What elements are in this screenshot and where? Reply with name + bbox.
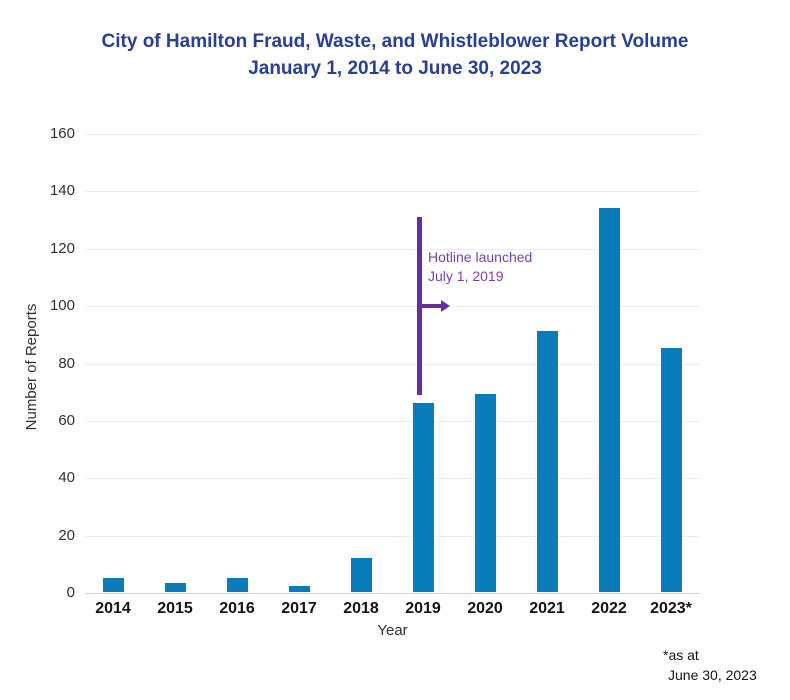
gridline-80 bbox=[85, 363, 700, 365]
x-tick-label-2014: 2014 bbox=[95, 600, 131, 617]
plot-area bbox=[85, 134, 700, 594]
y-tick-label-20: 20 bbox=[58, 526, 75, 544]
bar-2015 bbox=[164, 583, 186, 592]
x-tick-label-2023: 2023* bbox=[650, 600, 692, 617]
x-tick-label-2022: 2022 bbox=[591, 600, 627, 617]
y-tick-label-80: 80 bbox=[58, 354, 75, 372]
y-tick-label-160: 160 bbox=[49, 125, 75, 142]
annotation-text: Hotline launched July 1, 2019 bbox=[428, 248, 532, 286]
y-tick-label-100: 100 bbox=[49, 297, 75, 315]
x-tick-label-2021: 2021 bbox=[529, 600, 565, 617]
bar-2023 bbox=[660, 348, 682, 592]
chart-title: City of Hamilton Fraud, Waste, and Whist… bbox=[0, 28, 790, 82]
x-tick-label-2015: 2015 bbox=[157, 600, 193, 617]
bar-2016 bbox=[226, 577, 248, 592]
y-tick-label-140: 140 bbox=[49, 182, 75, 200]
bar-2018 bbox=[350, 557, 372, 592]
gridline-140 bbox=[85, 191, 700, 193]
bar-2020 bbox=[474, 394, 496, 592]
chart-title-line1: City of Hamilton Fraud, Waste, and Whist… bbox=[101, 31, 689, 52]
x-tick-label-2018: 2018 bbox=[343, 600, 379, 617]
footnote-line1: *as at bbox=[663, 647, 699, 663]
gridline-40 bbox=[85, 478, 700, 480]
bar-2021 bbox=[536, 330, 558, 592]
annotation-text-line2: July 1, 2019 bbox=[428, 268, 504, 285]
x-tick-label-2019: 2019 bbox=[405, 600, 441, 617]
bar-2019 bbox=[412, 402, 434, 592]
gridline-100 bbox=[85, 306, 700, 308]
annotation-text-line1: Hotline launched bbox=[428, 249, 533, 266]
footnote-line2: June 30, 2023 bbox=[668, 667, 757, 683]
x-tick-label-2017: 2017 bbox=[281, 600, 317, 617]
y-tick-label-120: 120 bbox=[49, 239, 75, 257]
chart-title-line2: January 1, 2014 to June 30, 2023 bbox=[248, 58, 542, 79]
x-axis-line bbox=[85, 593, 700, 594]
x-tick-label-2020: 2020 bbox=[467, 600, 503, 617]
x-axis-title: Year bbox=[377, 622, 408, 639]
gridline-120 bbox=[85, 248, 700, 250]
annotation-arrow-shaft bbox=[417, 304, 441, 309]
gridline-160 bbox=[85, 134, 700, 135]
bar-2022 bbox=[598, 207, 620, 592]
x-tick-label-2016: 2016 bbox=[219, 600, 255, 617]
annotation-arrow-head-icon bbox=[441, 300, 450, 313]
y-tick-label-40: 40 bbox=[58, 469, 75, 487]
bar-2017 bbox=[288, 586, 310, 592]
bar-2014 bbox=[102, 577, 124, 592]
footnote: *as at June 30, 2023 bbox=[663, 645, 757, 685]
gridline-60 bbox=[85, 420, 700, 422]
y-tick-label-0: 0 bbox=[66, 584, 75, 601]
gridline-20 bbox=[85, 535, 700, 537]
y-tick-label-60: 60 bbox=[58, 411, 75, 429]
